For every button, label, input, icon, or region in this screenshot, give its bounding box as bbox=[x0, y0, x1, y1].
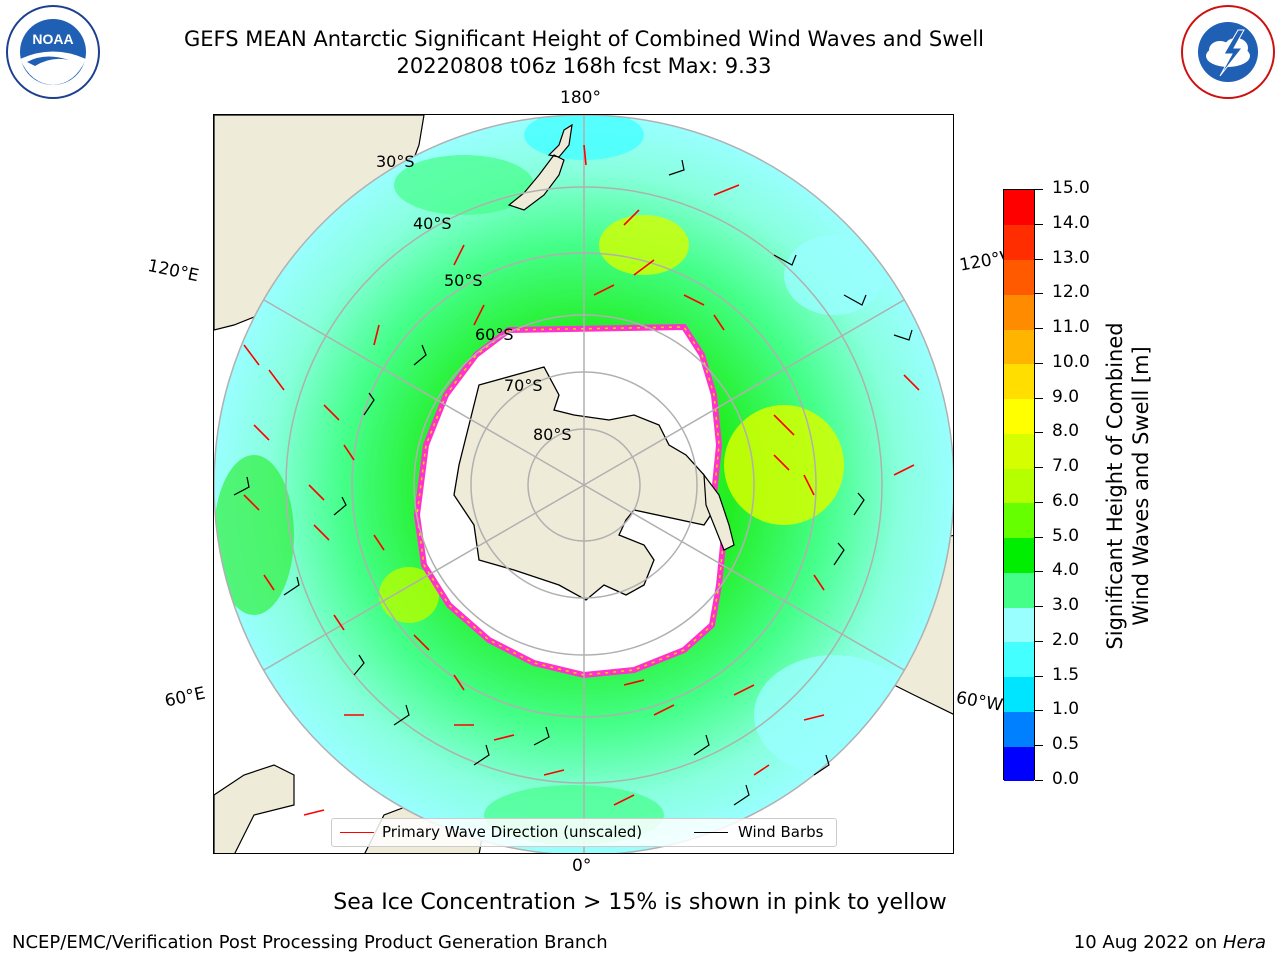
lon-label-lower-right: 60°W bbox=[954, 688, 1005, 716]
colorbar-tick-mark bbox=[1035, 432, 1043, 434]
colorbar-tick-label: 1.5 bbox=[1052, 664, 1080, 685]
colorbar-label-line1: Significant Height of Combined bbox=[1103, 322, 1127, 650]
colorbar-tick-mark bbox=[1035, 328, 1043, 330]
colorbar-segment bbox=[1004, 190, 1034, 226]
lat-label-40s: 40°S bbox=[413, 214, 452, 233]
colorbar-tick-label: 3.0 bbox=[1052, 595, 1080, 616]
sea-ice-note: Sea Ice Concentration > 15% is shown in … bbox=[333, 890, 947, 915]
colorbar-segment bbox=[1004, 398, 1034, 434]
host-name: Hera bbox=[1222, 932, 1266, 953]
lat-label-60s: 60°S bbox=[475, 325, 514, 344]
date-stamp: 10 Aug 2022 on Hera bbox=[1074, 932, 1266, 953]
colorbar-tick-mark bbox=[1035, 675, 1043, 677]
colorbar bbox=[1003, 189, 1035, 782]
colorbar-segment bbox=[1004, 224, 1034, 260]
colorbar-segment bbox=[1004, 329, 1034, 365]
colorbar-segment bbox=[1004, 363, 1034, 400]
legend-barb-label: Wind Barbs bbox=[738, 823, 824, 841]
colorbar-tick-label: 13.0 bbox=[1052, 247, 1090, 268]
colorbar-segment bbox=[1004, 433, 1034, 469]
plot-subtitle: 20220808 t06z 168h fcst Max: 9.33 bbox=[396, 54, 772, 78]
colorbar-tick-label: 11.0 bbox=[1052, 317, 1090, 338]
lat-label-70s: 70°S bbox=[504, 376, 543, 395]
colorbar-tick-mark bbox=[1035, 362, 1043, 364]
colorbar-tick-label: 10.0 bbox=[1052, 351, 1090, 372]
lat-label-50s: 50°S bbox=[444, 271, 483, 290]
colorbar-tick-label: 9.0 bbox=[1052, 386, 1080, 407]
colorbar-tick-label: 6.0 bbox=[1052, 490, 1080, 511]
legend-barb-swatch bbox=[694, 832, 728, 833]
colorbar-segment bbox=[1004, 537, 1034, 573]
colorbar-tick-label: 12.0 bbox=[1052, 282, 1090, 303]
colorbar-segment bbox=[1004, 641, 1034, 678]
colorbar-tick-label: 4.0 bbox=[1052, 560, 1080, 581]
colorbar-segment bbox=[1004, 294, 1034, 330]
plot-title: GEFS MEAN Antarctic Significant Height o… bbox=[183, 27, 985, 51]
lon-label-upper-left: 120°E bbox=[145, 256, 201, 287]
colorbar-segment bbox=[1004, 502, 1034, 539]
colorbar-segment bbox=[1004, 572, 1034, 608]
colorbar-tick-label: 1.0 bbox=[1052, 699, 1080, 720]
colorbar-tick-mark bbox=[1035, 640, 1043, 642]
colorbar-tick-label: 8.0 bbox=[1052, 421, 1080, 442]
colorbar-tick-mark bbox=[1035, 189, 1043, 190]
colorbar-tick-mark bbox=[1035, 223, 1043, 225]
lat-label-80s: 80°S bbox=[533, 425, 572, 444]
lon-label-bottom: 0° bbox=[572, 856, 592, 876]
colorbar-tick-label: 0.0 bbox=[1052, 769, 1080, 789]
colorbar-tick-mark bbox=[1035, 780, 1043, 781]
colorbar-tick-label: 15.0 bbox=[1052, 178, 1090, 198]
colorbar-segment bbox=[1004, 259, 1034, 295]
colorbar-tick-label: 7.0 bbox=[1052, 456, 1080, 477]
date-text: 10 Aug 2022 on bbox=[1073, 932, 1223, 953]
antarctic-peninsula bbox=[703, 473, 735, 551]
legend-wave-label: Primary Wave Direction (unscaled) bbox=[382, 823, 643, 841]
colorbar-tick-label: 14.0 bbox=[1052, 212, 1090, 233]
legend-wave-swatch bbox=[340, 832, 374, 833]
colorbar-tick-mark bbox=[1035, 606, 1043, 608]
noaa-logo-text: NOAA bbox=[32, 31, 73, 47]
lon-label-lower-left: 60°E bbox=[163, 683, 208, 712]
polar-map bbox=[213, 114, 954, 854]
lon-label-top: 180° bbox=[560, 88, 601, 108]
wind-barbs bbox=[233, 159, 913, 806]
wave-direction-arrows bbox=[243, 144, 920, 816]
colorbar-segment bbox=[1004, 468, 1034, 504]
colorbar-tick-label: 5.0 bbox=[1052, 525, 1080, 546]
credit-line: NCEP/EMC/Verification Post Processing Pr… bbox=[12, 932, 608, 953]
colorbar-tick-mark bbox=[1035, 571, 1043, 573]
colorbar-tick-mark bbox=[1035, 397, 1043, 399]
colorbar-tick-label: 0.5 bbox=[1052, 734, 1080, 755]
colorbar-segment bbox=[1004, 711, 1034, 747]
colorbar-label-line2: Wind Waves and Swell [m] bbox=[1129, 346, 1153, 626]
africa-landmass bbox=[214, 764, 295, 853]
nws-logo-icon bbox=[1181, 5, 1275, 99]
colorbar-tick-mark bbox=[1035, 536, 1043, 538]
map-legend: Primary Wave Direction (unscaled) Wind B… bbox=[331, 818, 837, 847]
colorbar-tick-mark bbox=[1035, 710, 1043, 712]
colorbar-tick-mark bbox=[1035, 293, 1043, 295]
colorbar-tick-mark bbox=[1035, 258, 1043, 260]
colorbar-segment bbox=[1004, 676, 1034, 712]
colorbar-segment bbox=[1004, 746, 1034, 782]
colorbar-tick-mark bbox=[1035, 501, 1043, 503]
noaa-logo-icon: NOAA bbox=[6, 5, 100, 99]
colorbar-tick-mark bbox=[1035, 467, 1043, 469]
colorbar-tick-label: 2.0 bbox=[1052, 629, 1080, 650]
colorbar-tick-mark bbox=[1035, 745, 1043, 747]
colorbar-segment bbox=[1004, 607, 1034, 643]
lat-label-30s: 30°S bbox=[376, 152, 415, 171]
